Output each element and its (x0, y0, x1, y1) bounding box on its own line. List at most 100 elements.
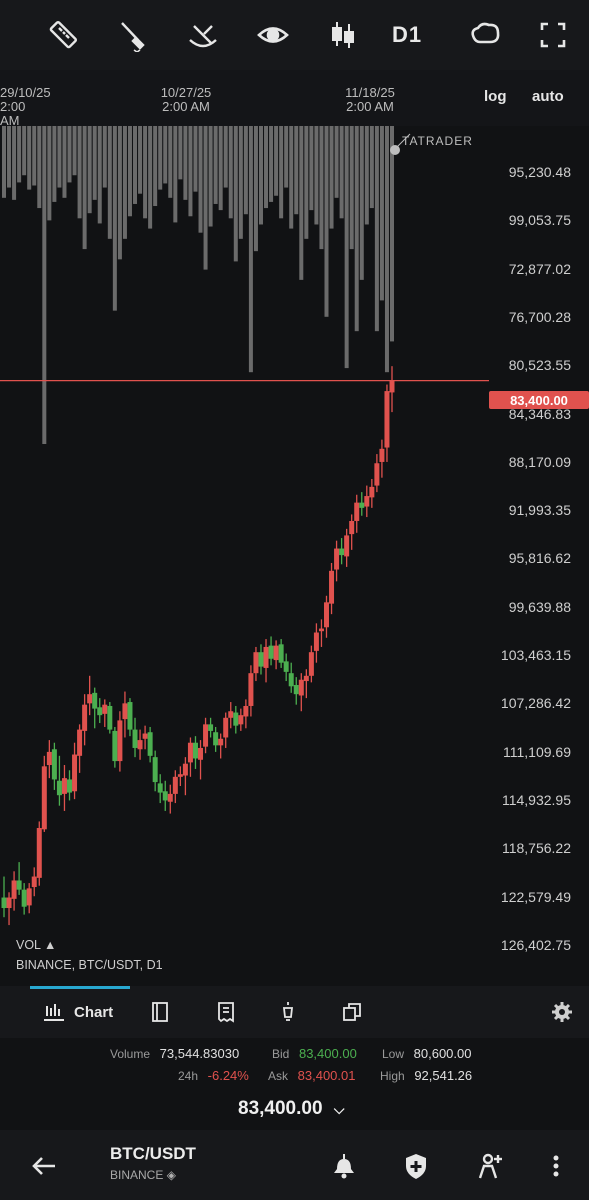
candle-body[interactable] (384, 391, 390, 448)
candle-body[interactable] (313, 632, 319, 651)
add-indicator-button[interactable] (396, 1148, 436, 1184)
last-price-selector[interactable]: 83,400.00 ⌵ (238, 1098, 344, 1120)
candle-body[interactable] (167, 793, 173, 802)
fullscreen-icon[interactable] (530, 13, 576, 57)
log-toggle[interactable]: log (484, 88, 507, 105)
candle-body[interactable] (198, 747, 204, 760)
candle-body[interactable] (67, 779, 73, 793)
candle-body[interactable] (339, 548, 345, 556)
candle-body[interactable] (177, 774, 183, 777)
candle-body[interactable] (283, 661, 289, 672)
candle-body[interactable] (308, 652, 314, 676)
eye-icon[interactable] (250, 13, 296, 57)
candle-body[interactable] (359, 502, 365, 508)
candle-body[interactable] (192, 742, 198, 759)
candle-body[interactable] (344, 535, 350, 557)
candle-body[interactable] (263, 646, 269, 668)
candle-body[interactable] (127, 702, 133, 730)
tab-copy[interactable] (340, 996, 364, 1028)
cloud-icon[interactable] (462, 13, 508, 57)
symbol-name[interactable]: BTC/USDT (110, 1144, 196, 1163)
candle-body[interactable] (56, 780, 62, 796)
candle-body[interactable] (61, 778, 67, 794)
candle-body[interactable] (36, 827, 42, 878)
candle-body[interactable] (142, 733, 148, 739)
auto-toggle[interactable]: auto (532, 88, 564, 105)
tab-orders[interactable] (214, 996, 238, 1028)
back-button[interactable] (24, 1148, 64, 1184)
candle-body[interactable] (132, 729, 138, 748)
candle-body[interactable] (16, 880, 22, 890)
hide-drawings-icon[interactable] (180, 13, 226, 57)
candle-body[interactable] (11, 880, 17, 899)
candle-body[interactable] (182, 763, 188, 776)
candle-body[interactable] (303, 675, 309, 682)
candle-body[interactable] (107, 705, 113, 730)
alert-button[interactable] (324, 1148, 364, 1184)
candle-body[interactable] (77, 729, 83, 756)
candle-body[interactable] (1, 897, 7, 909)
candle-body[interactable] (162, 791, 168, 801)
candle-body[interactable] (21, 889, 27, 907)
candle-body[interactable] (238, 715, 244, 725)
candle-body[interactable] (374, 463, 380, 486)
candle-body[interactable] (41, 766, 47, 830)
candle-body[interactable] (248, 673, 254, 706)
candle-body[interactable] (389, 380, 395, 393)
candle-body[interactable] (46, 751, 52, 766)
candle-body[interactable] (369, 486, 375, 498)
more-button[interactable] (536, 1148, 576, 1184)
candle-body[interactable] (172, 776, 178, 794)
candle-body[interactable] (243, 705, 249, 717)
candle-body[interactable] (273, 645, 279, 661)
candle-body[interactable] (218, 738, 224, 746)
candle-body[interactable] (112, 730, 118, 762)
candle-body[interactable] (208, 724, 214, 731)
ruler-icon[interactable] (40, 13, 86, 57)
candle-body[interactable] (233, 712, 239, 726)
candle-body[interactable] (102, 704, 108, 714)
add-to-watchlist-button[interactable] (470, 1148, 510, 1184)
candle-body[interactable] (157, 783, 163, 793)
candle-body[interactable] (253, 652, 259, 674)
candle-body[interactable] (147, 732, 153, 756)
candle-body[interactable] (26, 888, 32, 906)
candle-body[interactable] (278, 644, 284, 663)
candle-body[interactable] (379, 448, 385, 462)
candle-body[interactable] (323, 602, 329, 628)
candle-body[interactable] (187, 742, 193, 763)
candle-body[interactable] (354, 502, 360, 521)
candle-body[interactable] (152, 757, 158, 783)
candle-body[interactable] (203, 724, 209, 747)
candle-body[interactable] (223, 717, 229, 738)
volume-legend[interactable]: VOL ▲ (16, 938, 57, 952)
candle-body[interactable] (6, 897, 12, 909)
candle-body[interactable] (334, 548, 340, 570)
brush-icon[interactable] (108, 13, 154, 57)
candle-body[interactable] (117, 720, 123, 762)
candle-body[interactable] (258, 652, 264, 667)
candle-body[interactable] (268, 645, 274, 659)
candle-body[interactable] (82, 704, 88, 731)
candles-icon[interactable] (320, 13, 366, 57)
candle-body[interactable] (349, 520, 355, 535)
candle-body[interactable] (97, 707, 103, 716)
candle-body[interactable] (92, 692, 98, 709)
candle-body[interactable] (298, 679, 304, 696)
candle-body[interactable] (293, 684, 299, 695)
candle-body[interactable] (31, 876, 37, 888)
candle-body[interactable] (288, 673, 294, 687)
candle-body[interactable] (364, 496, 370, 507)
candle-body[interactable] (51, 749, 57, 780)
tab-ideas[interactable] (276, 996, 300, 1028)
time-axis[interactable]: 29/10/25 2:00 AM 10/27/25 2:00 AM 11/18/25… (0, 70, 589, 128)
candlestick-chart[interactable] (0, 126, 589, 986)
candle-body[interactable] (72, 754, 78, 792)
price-chart[interactable]: 95,230.48 99,053.75 72,877.02 76,700.28 80,5… (0, 126, 589, 986)
candle-body[interactable] (228, 711, 234, 718)
settings-button[interactable] (550, 996, 574, 1028)
interval-button[interactable]: D1 (384, 13, 430, 57)
tab-chart[interactable]: Chart (42, 996, 113, 1028)
candle-body[interactable] (318, 628, 324, 632)
candle-body[interactable] (213, 732, 219, 746)
